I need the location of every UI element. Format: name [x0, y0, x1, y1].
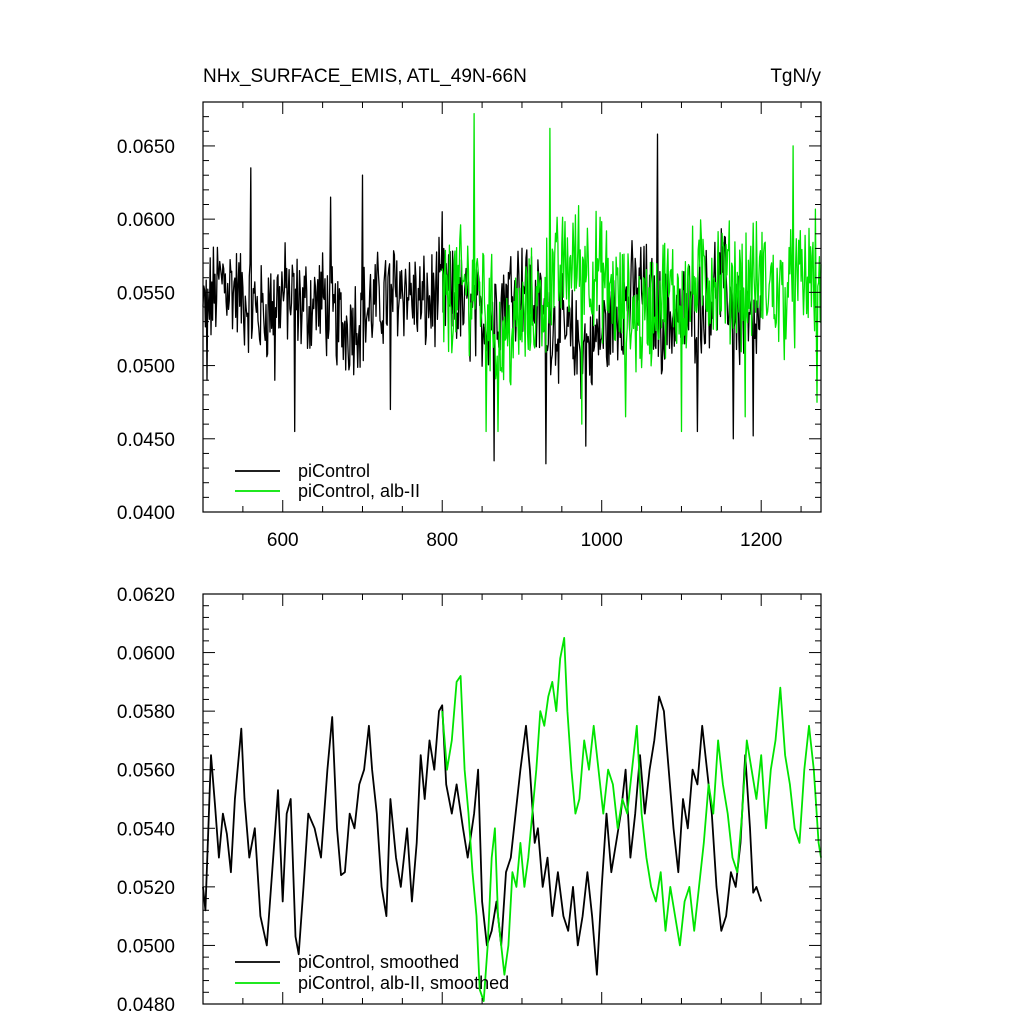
y-tick-label: 0.0650: [117, 137, 175, 158]
y-tick-label: 0.0540: [117, 819, 175, 840]
y-tick-label: 0.0500: [117, 357, 175, 378]
y-tick-label: 0.0550: [117, 283, 175, 304]
top-panel: 600 800 1000 1200 0.0400 0.0450 0.0500 0.0550 0.…: [117, 101, 822, 551]
legend-label-picontrol-smoothed: piControl, smoothed: [298, 952, 459, 972]
series-line-picontrol-smoothed: [202, 695, 763, 976]
y-tick-label: 0.0480: [117, 995, 175, 1016]
x-tick-label: 1200: [740, 530, 782, 551]
x-tick-label: 800: [426, 530, 458, 551]
chart-title: NHx_SURFACE_EMIS, ATL_49N-66N: [203, 66, 527, 87]
legend-label-alb-ii: piControl, alb-II: [298, 481, 420, 501]
bottom-legend: piControl, smoothed piControl, alb-II, s…: [235, 952, 509, 993]
y-tick-label: 0.0600: [117, 210, 175, 231]
bottom-axes: 0.0480 0.0500 0.0520 0.0540 0.0560 0.0580 0.06…: [117, 585, 822, 1016]
x-tick-label: 1000: [581, 530, 623, 551]
y-tick-label: 0.0580: [117, 702, 175, 723]
y-tick-label: 0.0400: [117, 503, 175, 524]
bottom-panel: 0.0480 0.0500 0.0520 0.0540 0.0560 0.0580 0.06…: [117, 585, 822, 1016]
legend-label-alb-ii-smoothed: piControl, alb-II, smoothed: [298, 973, 509, 993]
y-tick-label: 0.0560: [117, 761, 175, 782]
y-tick-label: 0.0500: [117, 936, 175, 957]
series-line-picontrol-alb-ii: [441, 113, 822, 433]
units-label: TgN/y: [770, 66, 821, 87]
y-tick-label: 0.0520: [117, 878, 175, 899]
y-tick-label: 0.0620: [117, 585, 175, 606]
bottom-series-layer: [202, 637, 822, 1002]
x-tick-label: 600: [267, 530, 299, 551]
y-tick-label: 0.0450: [117, 430, 175, 451]
plot-frame: [202, 593, 822, 1005]
top-legend: piControl piControl, alb-II: [235, 461, 420, 501]
y-tick-label: 0.0600: [117, 644, 175, 665]
series-line-picontrol-alb-ii-smoothed: [441, 637, 822, 1002]
legend-label-picontrol: piControl: [298, 461, 370, 481]
top-axes: 600 800 1000 1200 0.0400 0.0450 0.0500 0.0550 0.…: [117, 101, 822, 551]
top-series-layer: [202, 113, 822, 465]
